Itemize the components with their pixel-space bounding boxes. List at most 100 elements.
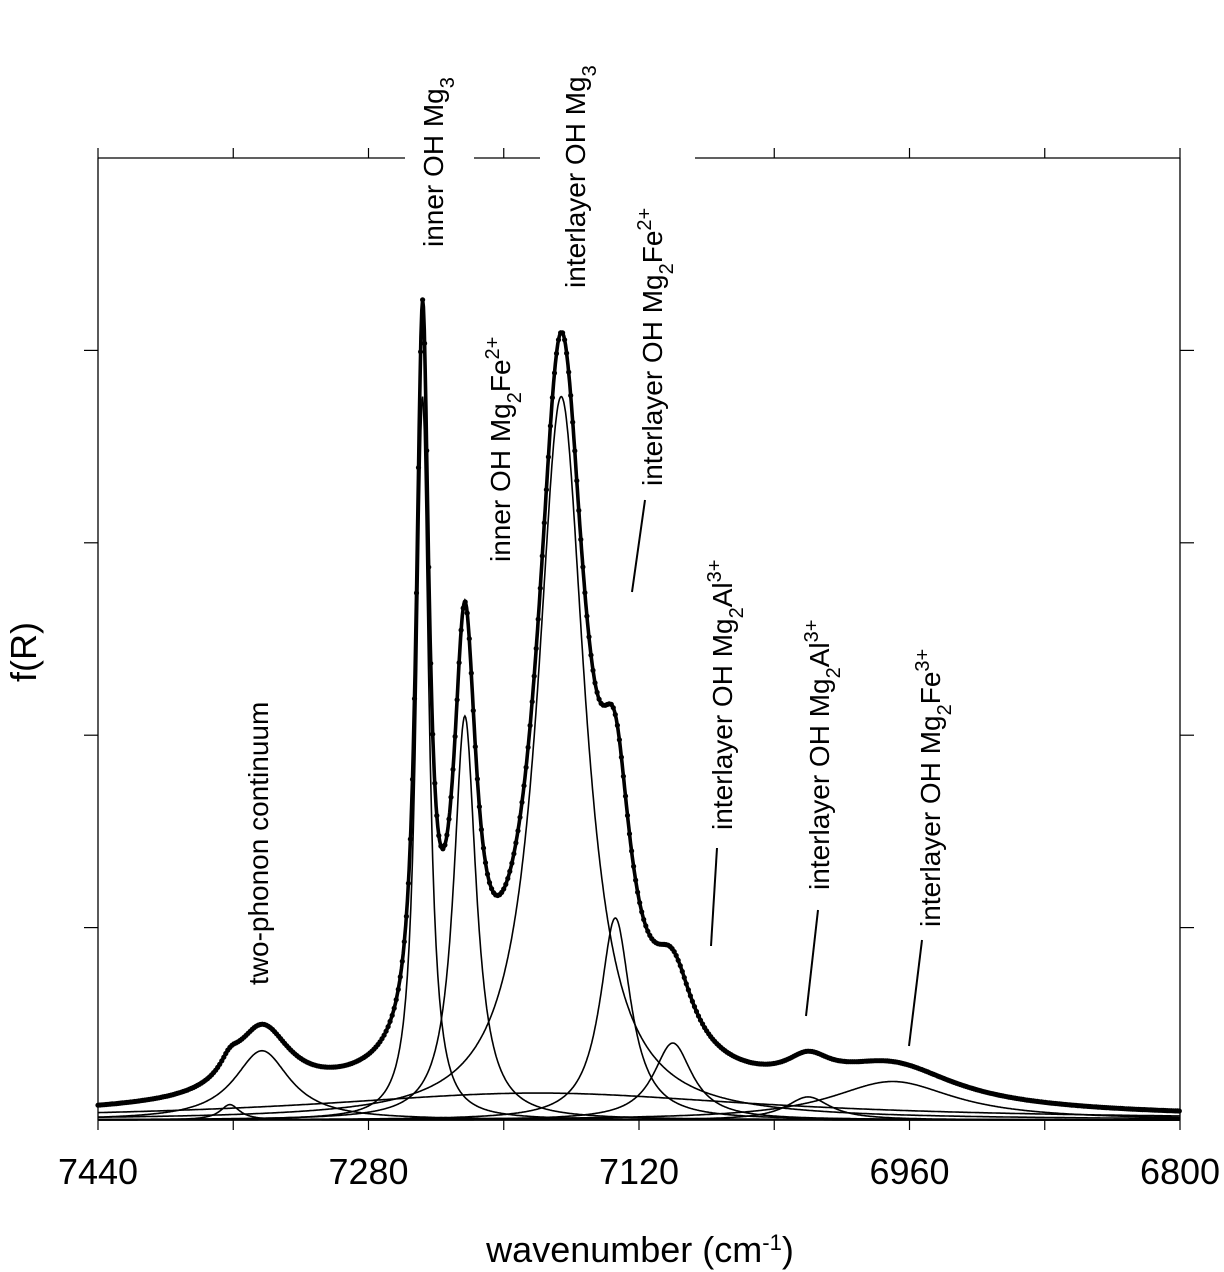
data-point [547, 423, 554, 429]
data-point [564, 350, 570, 356]
data-point [442, 842, 448, 848]
data-point [444, 832, 450, 838]
data-point [405, 880, 411, 886]
data-point [533, 645, 539, 652]
data-point [523, 764, 529, 771]
label-inter-mg2fe2: interlayer OH Mg2Fe2+ [634, 208, 678, 486]
data-point [401, 939, 407, 945]
data-point [685, 987, 692, 993]
data-point [594, 689, 600, 696]
data-point [507, 868, 513, 875]
data-point [549, 395, 556, 401]
data-point [456, 660, 462, 666]
x-tick-label-7440: 7440 [58, 1151, 138, 1192]
data-point [555, 337, 562, 343]
data-point [689, 998, 696, 1005]
data-point [413, 590, 420, 596]
data-point [403, 913, 409, 920]
data-point [383, 1028, 389, 1034]
leader-line-2 [710, 847, 718, 947]
data-point [484, 871, 491, 877]
data-point [517, 814, 523, 820]
data-point [409, 776, 416, 783]
data-point [574, 478, 580, 484]
data-point [614, 722, 621, 729]
x-tick-label-7120: 7120 [599, 1151, 679, 1192]
data-point [637, 900, 643, 906]
data-point [397, 974, 403, 980]
data-point [673, 952, 679, 959]
x-axis-title: wavenumber (cm-1) [485, 1229, 794, 1270]
axis-ticks [84, 148, 1194, 1130]
data-point [393, 997, 399, 1003]
data-point [584, 613, 590, 619]
data-point [545, 454, 552, 460]
data-point [616, 737, 623, 743]
label-inter-mg2al-1: interlayer OH Mg2Al3+ [704, 560, 748, 830]
data-point [415, 465, 422, 471]
data-point [1176, 1108, 1182, 1114]
data-point [395, 986, 401, 993]
data-point [505, 875, 511, 882]
data-point [515, 828, 521, 834]
data-point [411, 696, 418, 702]
data-point [537, 585, 543, 591]
data-point [592, 680, 598, 686]
data-point [426, 564, 432, 570]
component-curve-5 [98, 395, 1180, 1120]
data-point [424, 448, 430, 454]
data-point [639, 909, 645, 915]
data-point [572, 448, 578, 454]
data-point [525, 744, 531, 751]
data-point [582, 590, 588, 596]
data-point [566, 369, 572, 375]
x-tick-label-7280: 7280 [328, 1151, 408, 1192]
label-inter-mg2al-2: interlayer OH Mg2Al3+ [801, 620, 845, 890]
data-point [460, 605, 466, 611]
data-point [482, 860, 489, 866]
data-point [509, 860, 515, 866]
x-tick-label-6960: 6960 [869, 1151, 949, 1192]
data-point [671, 949, 677, 955]
data-point [529, 699, 535, 705]
data-point [468, 670, 474, 676]
data-point [562, 337, 568, 343]
data-point [399, 958, 405, 964]
data-point [635, 889, 641, 895]
data-point [381, 1032, 387, 1038]
data-point [452, 733, 458, 740]
data-point [434, 813, 440, 819]
x-tick-label-6800: 6800 [1140, 1151, 1220, 1192]
data-point [407, 836, 413, 842]
data-point [539, 553, 545, 559]
data-point [629, 848, 635, 854]
data-point [586, 634, 592, 640]
component-curve-10 [98, 1092, 1180, 1117]
data-point [454, 697, 460, 703]
data-point [695, 1013, 702, 1019]
data-point [610, 705, 616, 711]
leader-line-3 [805, 909, 819, 1017]
label-inner-mg2fe2: inner OH Mg2Fe2+ [482, 337, 526, 562]
data-point [527, 722, 533, 729]
data-point [691, 1004, 698, 1010]
data-point [531, 673, 537, 679]
data-point [683, 981, 689, 987]
data-point [464, 610, 470, 616]
data-point [420, 297, 426, 303]
data-point [693, 1008, 700, 1015]
data-point [389, 1012, 395, 1018]
data-point [687, 993, 694, 999]
data-point [448, 794, 454, 800]
data-point [430, 731, 436, 737]
data-point [641, 916, 647, 923]
data-point [501, 886, 507, 892]
annotation-labels: two-phonon continuum inner OH Mg3 inner OH… [243, 65, 956, 985]
data-point [580, 564, 586, 570]
data-point [560, 330, 566, 336]
label-inter-mg3: interlayer OH Mg3 [560, 65, 601, 288]
data-point [679, 968, 685, 975]
data-point [553, 350, 560, 357]
component-curve-9 [97, 1080, 1180, 1121]
